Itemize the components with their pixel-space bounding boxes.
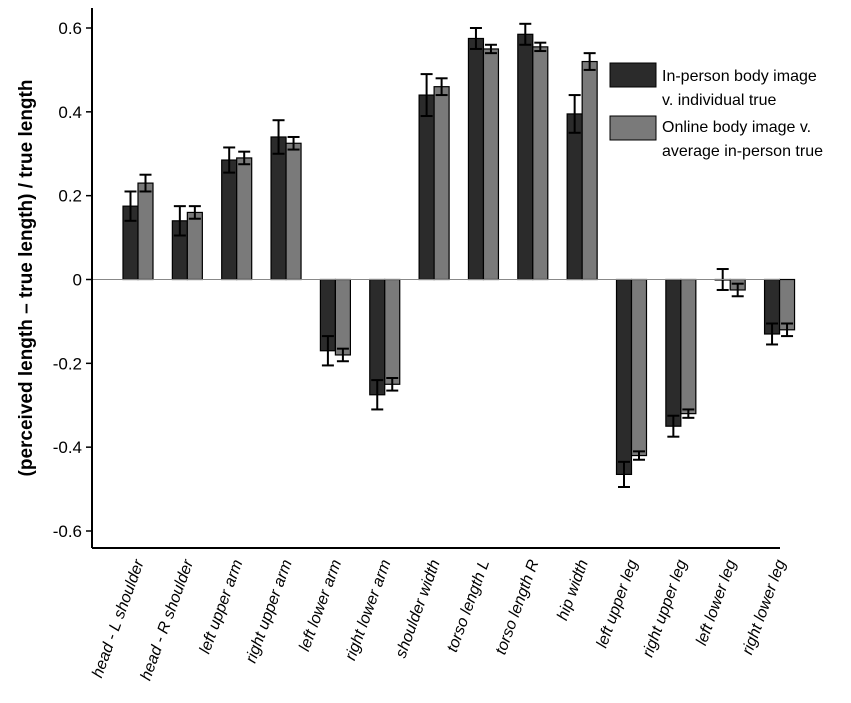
error-bar: [618, 460, 630, 488]
bar-online: [236, 157, 253, 281]
error-bar: [731, 282, 744, 298]
error-bar: [519, 22, 532, 46]
bar-in-person: [665, 278, 682, 427]
error-bar: [667, 414, 680, 438]
category-label: right lower leg: [739, 557, 789, 657]
category-label: right lower arm: [342, 558, 394, 663]
bar-in-person: [615, 278, 633, 476]
bar-online: [680, 278, 697, 415]
error-bar: [420, 73, 433, 118]
error-bar: [534, 41, 547, 53]
category-label: shoulder width: [393, 557, 444, 660]
bar-online: [630, 278, 648, 457]
bar-online: [285, 142, 302, 281]
legend-label-online-line1: Online body image v.: [662, 119, 811, 136]
bar-in-person: [369, 278, 386, 396]
bar-in-person: [270, 136, 287, 281]
error-bar: [287, 135, 300, 151]
y-tick-label: 0.6: [58, 19, 82, 38]
error-bar: [435, 77, 448, 97]
legend-label-online-line2: average in-person true: [662, 143, 823, 160]
y-tick-label: 0.4: [58, 103, 82, 122]
category-label: hip width: [554, 557, 592, 622]
error-bar: [484, 43, 497, 55]
y-tick-label: -0.2: [53, 354, 82, 373]
category-label: right upper leg: [640, 557, 691, 659]
bar-in-person: [517, 33, 534, 281]
category-label: head - L shoulder: [89, 557, 148, 680]
category-label: torso length R: [493, 557, 543, 657]
bar-online: [384, 278, 401, 385]
bars-layer: [122, 22, 796, 488]
legend-label-in-person-line2: v. individual true: [662, 92, 777, 109]
error-bar: [568, 94, 581, 134]
error-bar: [139, 173, 152, 193]
category-label: left upper arm: [197, 558, 247, 657]
category-label: left upper leg: [594, 557, 642, 650]
y-axis-title: (perceived length – true length) / true …: [16, 80, 37, 477]
error-bar: [188, 205, 201, 220]
bar-online: [532, 46, 549, 281]
legend-label-in-person: In-person body image v. individual true: [662, 68, 821, 109]
error-bar: [583, 52, 596, 71]
error-bar: [371, 379, 384, 411]
bar-in-person: [467, 37, 485, 281]
error-bar: [469, 27, 482, 50]
error-bar: [781, 322, 794, 338]
y-tick-label: -0.6: [53, 522, 82, 541]
legend-label-in-person-line1: In-person body image: [662, 68, 817, 85]
y-tick-label: -0.4: [53, 438, 82, 457]
bar-in-person: [221, 159, 238, 281]
bar-online: [186, 211, 203, 281]
error-bar: [173, 205, 186, 237]
error-bar: [682, 408, 695, 419]
category-label: torso length L: [444, 558, 493, 655]
bar-online: [581, 60, 598, 281]
bar-in-person: [418, 94, 435, 281]
bar-online: [433, 86, 450, 281]
error-bar: [633, 450, 645, 461]
error-bar: [223, 146, 236, 174]
legend: In-person body image v. individual true …: [609, 62, 823, 160]
bar-online: [482, 48, 500, 281]
axes-layer: [86, 8, 780, 549]
bar-online: [137, 182, 154, 281]
error-bar: [238, 150, 251, 166]
error-bar: [386, 377, 399, 392]
category-label: head - R shoulder: [138, 557, 198, 683]
error-bar: [124, 190, 137, 222]
bar-online: [778, 278, 796, 331]
legend-swatch-in-person: [609, 62, 657, 88]
category-label: right upper arm: [243, 558, 296, 666]
error-bar: [766, 322, 779, 346]
bar-online: [334, 278, 351, 356]
error-bar: [336, 347, 349, 363]
error-bar: [321, 335, 334, 367]
y-tick-label: 0: [73, 271, 82, 290]
legend-swatch-online: [609, 115, 657, 141]
category-label: left lower arm: [296, 558, 345, 654]
y-tick-label: 0.2: [58, 187, 82, 206]
category-label: left lower leg: [693, 557, 740, 647]
error-bar: [272, 119, 285, 155]
bar-in-person: [566, 113, 583, 281]
legend-label-online: Online body image v. average in-person t…: [662, 119, 823, 160]
